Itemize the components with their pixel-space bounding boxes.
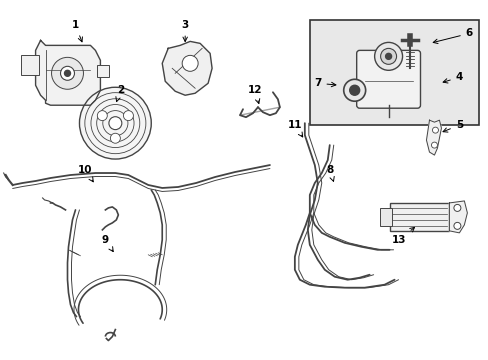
Circle shape — [453, 222, 460, 229]
Text: 6: 6 — [432, 28, 472, 44]
Text: 12: 12 — [247, 85, 262, 103]
Circle shape — [453, 204, 460, 211]
Bar — [389, 203, 448, 231]
Text: 13: 13 — [391, 228, 414, 245]
Circle shape — [182, 55, 198, 71]
Text: 3: 3 — [181, 21, 188, 41]
FancyBboxPatch shape — [356, 50, 420, 108]
Text: 9: 9 — [102, 235, 113, 252]
Circle shape — [123, 111, 133, 121]
Text: 5: 5 — [442, 120, 462, 132]
Circle shape — [430, 142, 437, 148]
Circle shape — [80, 87, 151, 159]
Bar — [379, 208, 391, 226]
Text: 7: 7 — [313, 78, 335, 88]
Bar — [309, 21, 478, 125]
Circle shape — [374, 42, 402, 70]
Polygon shape — [426, 120, 441, 155]
Polygon shape — [448, 201, 467, 233]
Text: 11: 11 — [287, 120, 302, 137]
Text: 4: 4 — [442, 72, 462, 83]
Circle shape — [110, 133, 120, 143]
Text: 2: 2 — [116, 85, 124, 102]
Circle shape — [343, 79, 365, 101]
Text: 1: 1 — [72, 21, 82, 42]
Circle shape — [349, 85, 359, 95]
Text: 8: 8 — [325, 165, 333, 181]
Bar — [97, 65, 109, 77]
Circle shape — [51, 57, 83, 89]
Circle shape — [431, 127, 438, 133]
Text: 10: 10 — [78, 165, 93, 182]
Circle shape — [385, 53, 391, 59]
Polygon shape — [36, 40, 100, 105]
Polygon shape — [162, 41, 212, 95]
Circle shape — [61, 66, 74, 80]
Circle shape — [380, 48, 396, 64]
Bar — [20, 55, 39, 75]
Circle shape — [64, 70, 70, 76]
Circle shape — [97, 111, 107, 121]
Circle shape — [109, 117, 122, 130]
